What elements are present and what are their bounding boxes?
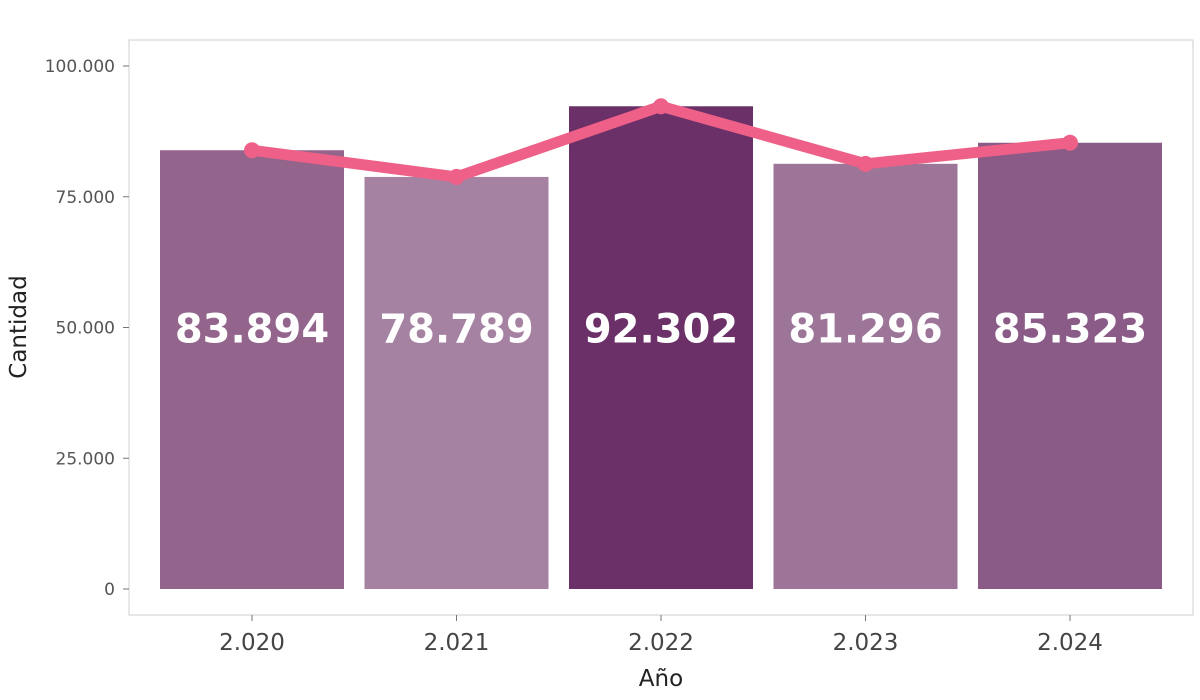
x-axis: 2.020 2.021 2.022 2.023 2.024 (219, 615, 1103, 656)
bar-2.024 (978, 142, 1162, 589)
y-axis-title: Cantidad (6, 275, 32, 378)
x-tick-label: 2.022 (628, 630, 694, 656)
y-tick-label: 25.000 (56, 449, 115, 469)
trend-line-layer (244, 98, 1078, 185)
bar-value-label: 81.296 (788, 307, 942, 353)
y-tick-label: 75.000 (56, 188, 115, 208)
x-tick-label: 2.023 (833, 630, 899, 656)
bar-2.020 (160, 150, 344, 589)
trend-point-2.023 (857, 155, 874, 172)
bars (160, 106, 1162, 590)
trend-point-2.024 (1062, 134, 1078, 151)
x-axis-title: Año (639, 666, 683, 692)
trend-point-2.020 (244, 142, 260, 159)
y-axis: 0 25.000 50.000 75.000 100.000 (45, 57, 129, 600)
x-tick-label: 2.021 (424, 630, 490, 656)
bar-value-labels: 83.894 78.789 92.302 81.296 85.323 (175, 307, 1147, 353)
bar-2.021 (364, 176, 549, 589)
bar-2.023 (773, 163, 958, 590)
x-tick-label: 2.020 (219, 630, 285, 656)
y-tick-label: 50.000 (56, 319, 115, 339)
bar-value-label: 78.789 (379, 307, 533, 353)
trend-point-2.022 (653, 98, 669, 115)
y-tick-label: 100.000 (45, 57, 115, 77)
bar-value-label: 83.894 (175, 307, 329, 353)
y-tick-label: 0 (104, 580, 115, 600)
x-tick-label: 2.024 (1037, 630, 1103, 656)
bar-value-label: 92.302 (584, 307, 738, 353)
bar-2.022 (569, 106, 753, 590)
bar-value-label: 85.323 (993, 307, 1147, 353)
trend-point-2.021 (448, 168, 465, 185)
